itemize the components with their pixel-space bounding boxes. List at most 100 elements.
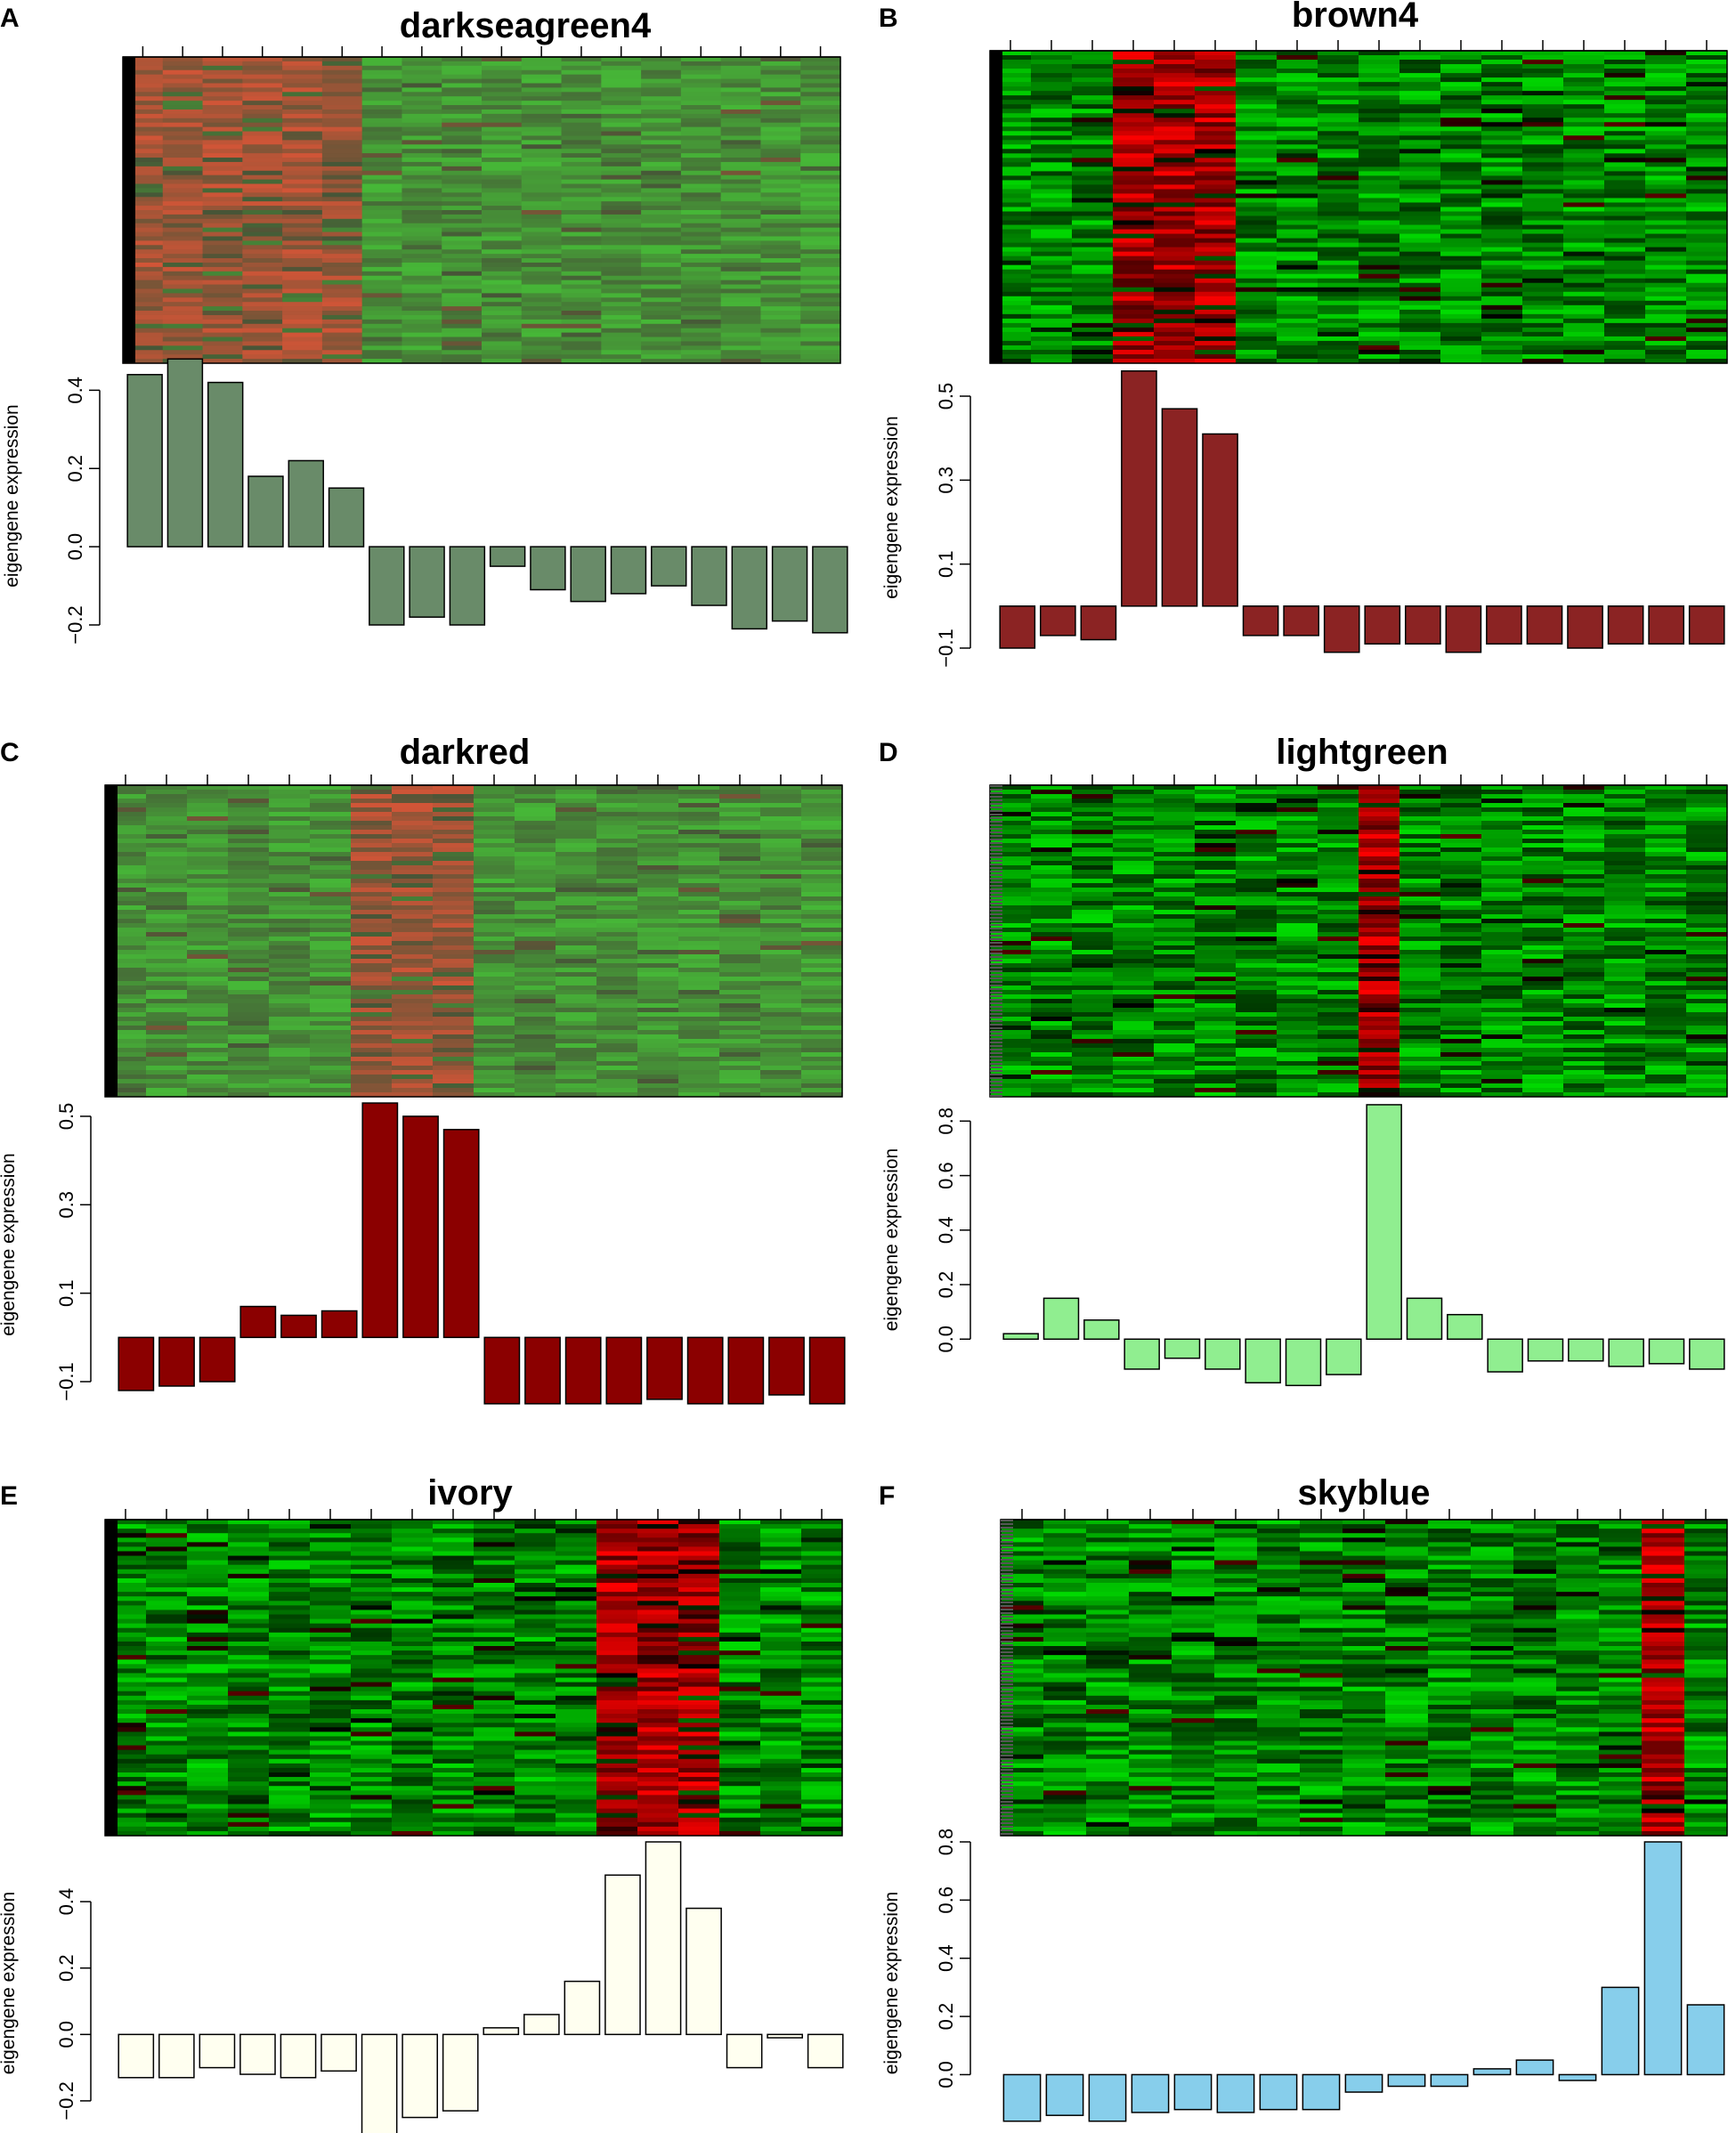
heatmap-cell xyxy=(800,113,841,119)
heatmap-cell xyxy=(556,1039,597,1044)
heatmap-cell xyxy=(282,144,323,150)
heatmap-cell xyxy=(442,78,483,85)
heatmap-cell xyxy=(1563,340,1605,346)
heatmap-cell xyxy=(1481,238,1523,244)
heatmap-cell xyxy=(1604,149,1646,154)
heatmap-cell xyxy=(596,790,638,795)
heatmap-cell xyxy=(1154,1083,1196,1089)
heatmap-cell xyxy=(678,839,720,844)
heatmap-cell xyxy=(1522,785,1564,791)
heatmap-cell xyxy=(1195,175,1237,182)
heatmap-cell xyxy=(1072,888,1114,893)
heatmap-cell xyxy=(719,1008,761,1013)
heatmap-cell xyxy=(162,218,204,224)
heatmap-cell xyxy=(442,341,483,346)
y-axis-label: eigengene expression xyxy=(2,404,22,588)
bar xyxy=(118,1336,155,1391)
heatmap-cell xyxy=(990,852,1032,857)
heatmap-cell xyxy=(351,905,393,911)
heatmap-cell xyxy=(515,1043,556,1049)
heatmap-cell xyxy=(801,856,843,862)
heatmap-cell xyxy=(392,1048,434,1053)
heatmap-cell xyxy=(1522,180,1564,186)
heatmap-cell xyxy=(719,945,761,951)
heatmap-cell xyxy=(228,830,270,835)
heatmap-cell xyxy=(680,341,722,346)
heatmap-cell xyxy=(1277,296,1318,302)
heatmap-cell xyxy=(1277,1021,1318,1026)
heatmap-cell xyxy=(1195,238,1237,244)
heatmap-cell xyxy=(1031,345,1073,351)
heatmap-cell xyxy=(1318,100,1359,105)
heatmap-cell xyxy=(162,319,204,325)
heatmap-cell xyxy=(990,224,1032,231)
heatmap-cell xyxy=(1359,1008,1400,1013)
heatmap-cell xyxy=(105,856,147,862)
heatmap-cell xyxy=(1154,95,1196,101)
heatmap-cell xyxy=(1563,73,1605,78)
heatmap-cell xyxy=(1563,91,1605,96)
heatmap-cell xyxy=(361,131,403,137)
heatmap-cell xyxy=(1481,69,1523,74)
heatmap-cell xyxy=(1563,358,1605,364)
heatmap-cell xyxy=(242,288,283,294)
heatmap-cell xyxy=(521,61,563,67)
heatmap-cell xyxy=(1318,1030,1359,1035)
heatmap-cell xyxy=(361,92,403,97)
heatmap-cell xyxy=(990,1052,1032,1058)
heatmap-cell xyxy=(1031,82,1073,87)
heatmap-cell xyxy=(392,1030,434,1035)
heatmap-cell xyxy=(990,892,1032,897)
heatmap-cell xyxy=(1563,109,1605,114)
heatmap-cell xyxy=(1359,215,1400,222)
heatmap-cell xyxy=(719,1043,761,1049)
heatmap-cell xyxy=(282,210,323,215)
heatmap-cell xyxy=(1318,919,1359,924)
heatmap-cell xyxy=(474,901,515,906)
heatmap-cell xyxy=(601,149,642,154)
heatmap-cell xyxy=(269,1012,311,1018)
heatmap-cell xyxy=(442,96,483,101)
heatmap-cell xyxy=(282,275,323,281)
heatmap-cell xyxy=(1072,336,1114,342)
bar xyxy=(409,546,445,618)
heatmap-cell xyxy=(641,240,682,246)
heatmap-cell xyxy=(800,140,841,145)
heatmap-cell xyxy=(228,1008,270,1013)
heatmap-cell xyxy=(556,839,597,844)
heatmap-cell xyxy=(720,297,762,303)
heatmap-cell xyxy=(719,910,761,915)
heatmap-cell xyxy=(1236,73,1278,78)
heatmap-cell xyxy=(1563,985,1605,991)
heatmap-cell xyxy=(990,1092,1032,1098)
heatmap-cell xyxy=(433,879,475,884)
heatmap-cell xyxy=(1563,247,1605,253)
heatmap-cell xyxy=(269,1043,311,1049)
heatmap-cell xyxy=(760,179,801,185)
heatmap-cell xyxy=(1236,896,1278,902)
heatmap-cell xyxy=(105,905,147,911)
heatmap-cell xyxy=(990,291,1032,297)
heatmap-cell xyxy=(1154,278,1196,284)
heatmap-cell xyxy=(1604,233,1646,239)
heatmap-cell xyxy=(678,985,720,991)
heatmap-cell xyxy=(1359,1012,1400,1018)
heatmap-cell xyxy=(228,963,270,969)
heatmap-cell xyxy=(1522,856,1564,862)
heatmap-cell xyxy=(105,785,147,791)
heatmap-cell xyxy=(1399,941,1441,946)
heatmap-cell xyxy=(801,1066,843,1071)
heatmap-cell xyxy=(1277,785,1318,791)
heatmap-cell xyxy=(1481,825,1523,831)
heatmap-cell xyxy=(1522,345,1564,351)
heatmap-cell xyxy=(1481,171,1523,176)
heatmap-cell xyxy=(282,65,323,71)
heatmap-cell xyxy=(801,928,843,933)
heatmap-cell xyxy=(1236,905,1278,911)
heatmap-cell xyxy=(1359,113,1400,118)
heatmap-cell xyxy=(1072,113,1114,118)
heatmap-cell xyxy=(1236,1070,1278,1075)
heatmap-cell xyxy=(474,919,515,924)
heatmap-cell xyxy=(1195,313,1237,320)
heatmap-cell xyxy=(146,1030,188,1035)
